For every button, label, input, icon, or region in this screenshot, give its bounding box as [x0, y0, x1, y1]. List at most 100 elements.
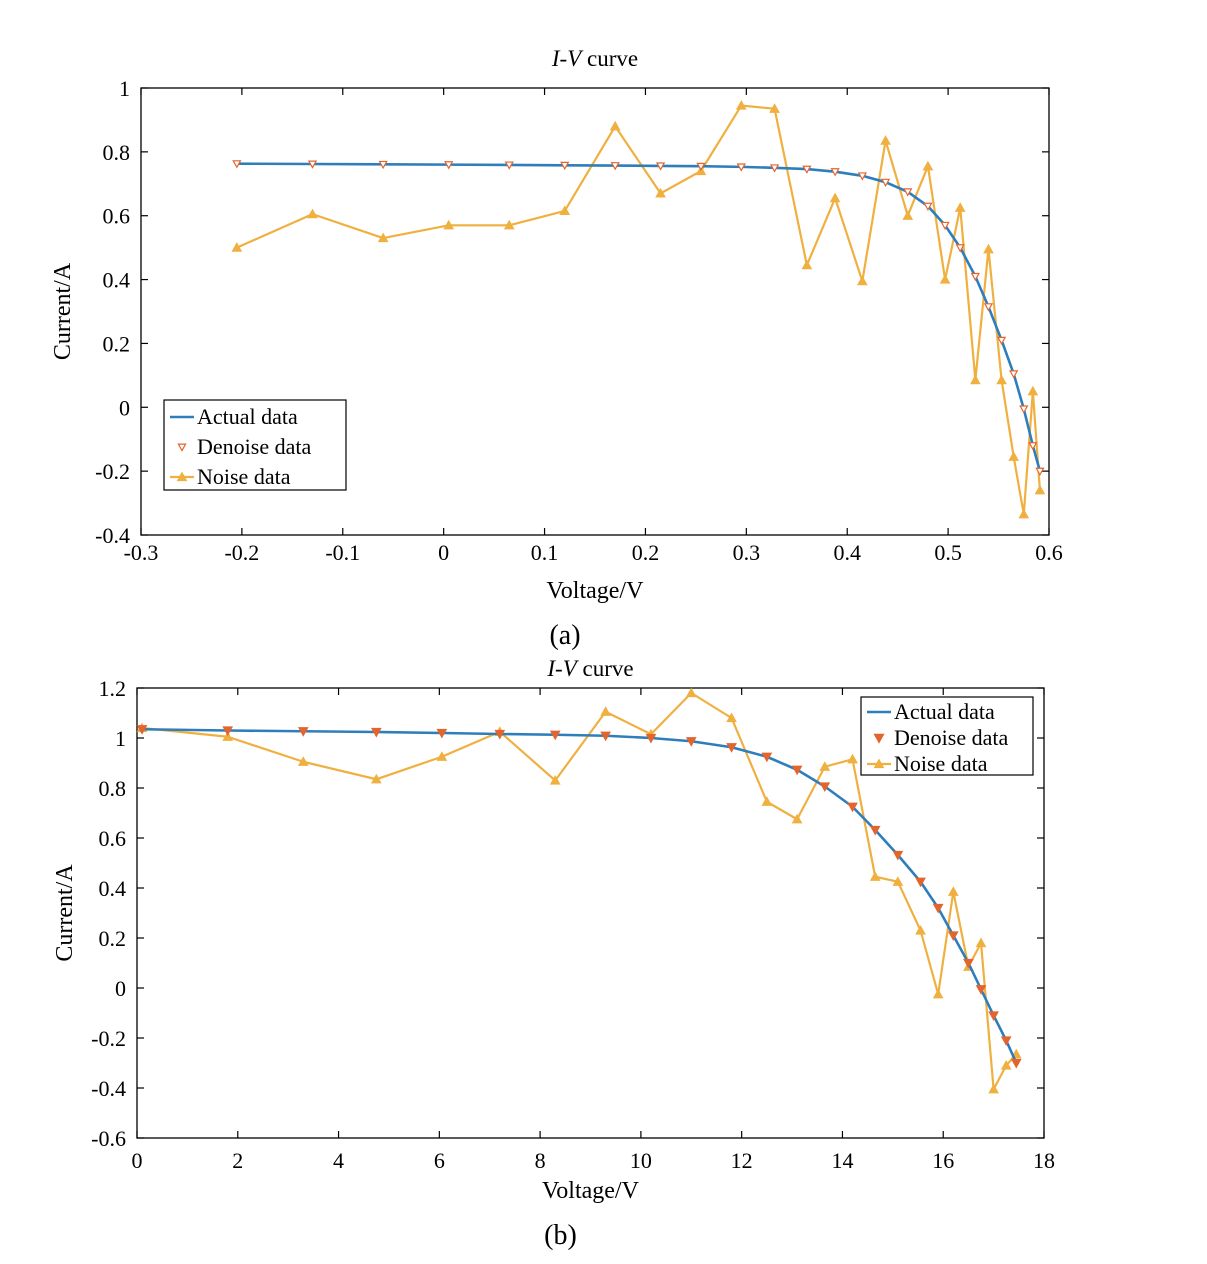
legend-noise-swatch-marker	[176, 471, 188, 482]
legend-box	[860, 696, 1034, 776]
chart-title-rest: curve	[581, 46, 638, 71]
denoise-data-point	[696, 162, 706, 172]
x-tick-label: 0.2	[632, 540, 660, 565]
noise-data-point	[947, 886, 959, 896]
chart-title: I-V curve	[551, 46, 638, 71]
y-tick-label: 0.4	[99, 876, 127, 901]
denoise-data-point	[494, 729, 506, 740]
x-tick-label: 0	[132, 1148, 143, 1173]
y-tick-label: 0	[115, 976, 126, 1001]
legend: Actual data Denoise data Noise data	[163, 399, 347, 491]
y-axis-label: Current/A	[52, 864, 78, 962]
noise-data-point	[559, 205, 571, 216]
noise-data-point	[1034, 484, 1046, 495]
noise-data-point	[1000, 1059, 1012, 1070]
legend-label: Actual data	[894, 699, 995, 724]
noise-data-point	[1008, 451, 1020, 461]
actual-data-line	[236, 162, 1042, 472]
denoise-data-point	[988, 1011, 999, 1022]
denoise-data-point	[1019, 405, 1029, 414]
denoise-data-point	[830, 168, 840, 177]
noise-data-point	[857, 275, 868, 286]
noise-data-point	[600, 706, 611, 716]
denoise-data-point	[610, 162, 620, 171]
y-tick-label: -0.2	[91, 1026, 126, 1051]
x-tick-label: -0.2	[224, 540, 259, 565]
noise-data-point	[1018, 508, 1030, 519]
noise-data-point	[983, 243, 994, 254]
denoise-data-point	[1035, 467, 1045, 476]
chart-title-italic: I-V	[551, 46, 584, 71]
noise-data-point	[231, 242, 243, 252]
legend-label: Actual data	[197, 404, 298, 429]
x-tick-label: 16	[932, 1148, 954, 1173]
y-tick-label: -0.2	[95, 459, 130, 484]
noise-data-point	[377, 232, 389, 243]
noise-data-point	[436, 751, 448, 761]
noise-data-point	[869, 871, 881, 881]
noise-data-point	[307, 208, 318, 219]
denoise-data-point	[857, 172, 867, 181]
y-axis-label: Current/A	[50, 262, 76, 360]
denoise-data-point	[297, 727, 309, 737]
denoise-data-point	[736, 163, 746, 172]
denoise-data-point	[892, 850, 904, 861]
chart-title-italic: I-V	[546, 656, 579, 681]
noise-data-line	[236, 104, 1042, 516]
denoise-data-point	[847, 802, 858, 813]
legend-noise-swatch-marker	[873, 758, 885, 769]
denoise-data-point	[802, 165, 812, 174]
y-tick-label: 0.8	[103, 140, 131, 165]
noise-data-point	[996, 374, 1007, 385]
x-tick-label: 0	[438, 540, 449, 565]
denoise-data-point	[869, 825, 881, 836]
y-tick-label: 0.6	[103, 204, 131, 229]
chart-b: I-V curve 0 2 4 6 8 10 12 14 16 18 -0.6 -0.4 -0.2 0 0.2…	[52, 656, 1055, 1251]
x-tick-label: 8	[535, 1148, 546, 1173]
denoise-data-point	[819, 782, 831, 793]
denoise-data-point	[307, 160, 318, 169]
x-tick-label: 0.4	[833, 540, 861, 565]
noise-data-point	[791, 813, 803, 824]
denoise-data-point	[975, 985, 987, 995]
noise-data-point	[222, 731, 234, 741]
denoise-data-point	[370, 727, 382, 738]
denoise-data-point	[915, 877, 926, 888]
legend-label: Noise data	[197, 464, 291, 489]
x-tick-label: -0.3	[124, 540, 159, 565]
y-tick-label: -0.4	[95, 523, 130, 548]
denoise-data-point	[549, 730, 561, 741]
denoise-data-point	[963, 958, 974, 969]
chart-a: I-V curve -0.3 -0.2 -0.1 0 0.1 0.2 0.3 0.4 0.5 0.6…	[50, 46, 1063, 651]
noise-data-point	[370, 773, 382, 784]
denoise-data-point	[600, 731, 611, 742]
legend-denoise-swatch	[177, 443, 187, 452]
denoise-data-point	[1000, 1036, 1012, 1047]
panel-label: (a)	[549, 620, 580, 651]
x-tick-label: 2	[232, 1148, 243, 1173]
denoise-data-point	[940, 221, 950, 231]
noise-data-point	[801, 259, 813, 270]
y-tick-label: 0.6	[99, 826, 127, 851]
denoise-data-point	[1010, 1058, 1022, 1069]
x-axis-label: Voltage/V	[547, 578, 645, 604]
denoise-data-point	[970, 272, 980, 282]
denoise-data-point	[932, 903, 944, 914]
x-tick-label: 18	[1033, 1148, 1055, 1173]
denoise-data-point	[923, 202, 933, 211]
denoise-data-point	[761, 752, 773, 763]
denoise-data-point	[947, 931, 959, 942]
y-tick-label: 0.8	[99, 776, 127, 801]
denoise-data-point	[560, 161, 570, 171]
denoise-data-point	[880, 178, 891, 188]
denoise-data-point	[996, 336, 1007, 346]
denoise-data-point	[955, 244, 965, 253]
x-tick-label: 0.1	[531, 540, 559, 565]
denoise-data-point	[232, 160, 242, 169]
noise-data-point	[819, 761, 831, 771]
denoise-data-point	[655, 162, 666, 171]
x-axis-label: Voltage/V	[542, 1178, 640, 1204]
noise-data-point	[847, 753, 858, 764]
denoise-data-point	[436, 728, 448, 739]
